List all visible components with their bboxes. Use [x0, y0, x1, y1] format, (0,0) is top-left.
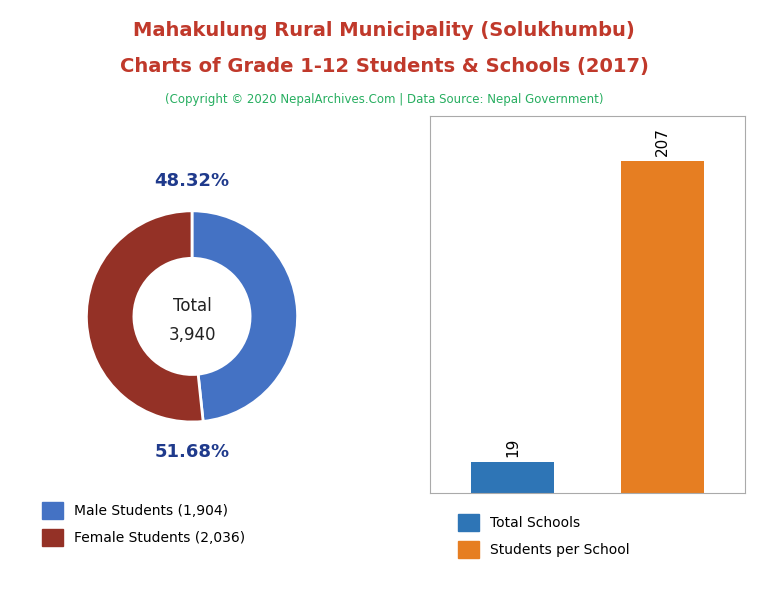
Text: 207: 207: [655, 128, 670, 156]
Legend: Male Students (1,904), Female Students (2,036): Male Students (1,904), Female Students (…: [37, 497, 251, 551]
Bar: [472, 462, 554, 493]
Text: 48.32%: 48.32%: [154, 173, 230, 190]
Wedge shape: [87, 211, 203, 422]
Text: (Copyright © 2020 NepalArchives.Com | Data Source: Nepal Government): (Copyright © 2020 NepalArchives.Com | Da…: [165, 93, 603, 106]
Text: 51.68%: 51.68%: [154, 442, 230, 460]
Legend: Total Schools, Students per School: Total Schools, Students per School: [453, 509, 635, 563]
Text: Total: Total: [173, 297, 211, 315]
Text: Mahakulung Rural Municipality (Solukhumbu): Mahakulung Rural Municipality (Solukhumb…: [133, 21, 635, 40]
Wedge shape: [192, 211, 297, 421]
Bar: [621, 161, 703, 493]
Text: 3,940: 3,940: [168, 327, 216, 344]
Text: 19: 19: [505, 438, 520, 457]
Text: Charts of Grade 1-12 Students & Schools (2017): Charts of Grade 1-12 Students & Schools …: [120, 57, 648, 76]
